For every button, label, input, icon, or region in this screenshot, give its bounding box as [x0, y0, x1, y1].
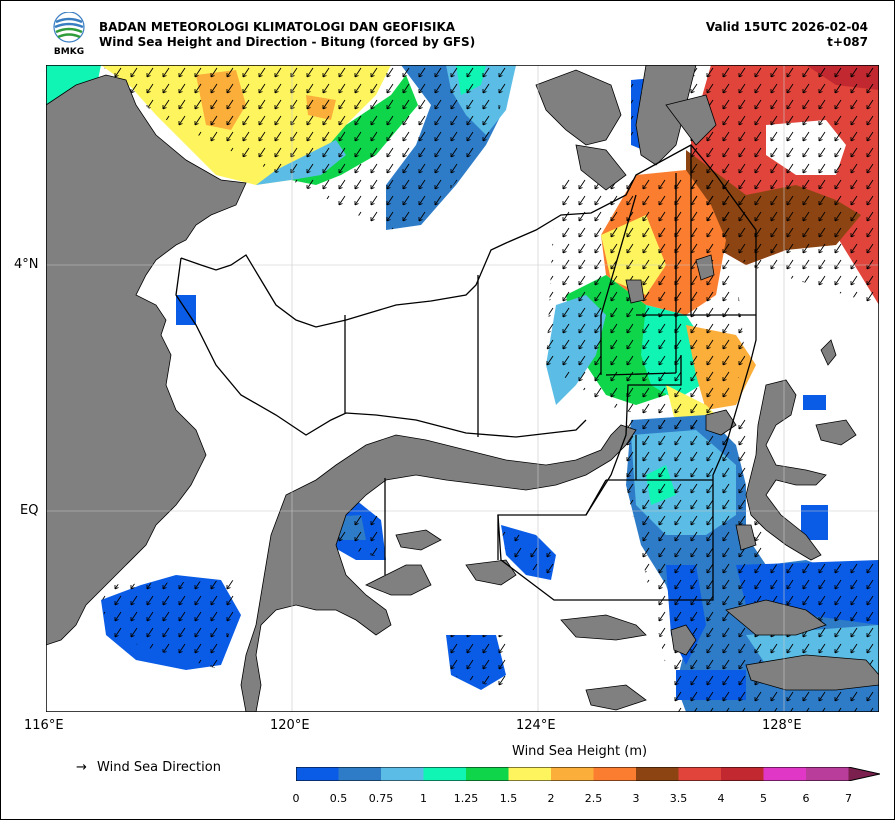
colorbar-segment — [423, 767, 467, 781]
map-subtitle: Wind Sea Height and Direction - Bitung (… — [99, 35, 476, 49]
colorbar-segment — [678, 767, 722, 781]
forecast-step: t+087 — [827, 35, 868, 49]
colorbar-tick-label: 2.5 — [584, 792, 603, 805]
direction-legend: → Wind Sea Direction — [76, 760, 221, 775]
colorbar-segment — [551, 767, 594, 781]
colorbar-tick-label: 7 — [845, 792, 852, 805]
header-left: BADAN METEOROLOGI KLIMATOLOGI DAN GEOFIS… — [99, 20, 475, 50]
colorbar-tick-label: 1 — [420, 792, 427, 805]
colorbar-tick-label: 6 — [802, 792, 810, 805]
valid-time: Valid 15UTC 2026-02-04 — [705, 20, 868, 34]
colorbar-segment — [381, 767, 424, 781]
colorbar-segment — [806, 767, 849, 781]
bmkg-logo: BMKG — [53, 12, 85, 56]
colorbar-tick-label: 4 — [717, 792, 725, 805]
colorbar-tick-label: 3.5 — [669, 792, 688, 805]
arrow-icon: → — [76, 760, 87, 775]
colorbar-tick-label: 0 — [292, 792, 300, 805]
colorbar-segment — [338, 767, 382, 781]
colorbar-title: Wind Sea Height (m) — [512, 744, 648, 759]
colorbar-segment — [636, 767, 679, 781]
colorbar-segment — [763, 767, 807, 781]
colorbar-tick-label: 1.5 — [499, 792, 518, 805]
org-title: BADAN METEOROLOGI KLIMATOLOGI DAN GEOFIS… — [99, 20, 456, 34]
colorbar-segment — [296, 767, 339, 781]
colorbar-tick-label: 3 — [632, 792, 640, 805]
lat-label-eq: EQ — [20, 503, 39, 518]
wave-map — [46, 65, 879, 712]
logo-text: BMKG — [54, 47, 84, 56]
header-right: Valid 15UTC 2026-02-04 t+087 — [706, 20, 868, 50]
colorbar-extend — [848, 767, 880, 781]
lon-label-116: 116°E — [24, 718, 64, 733]
colorbar-segment — [508, 767, 552, 781]
colorbar-tick-label: 0.75 — [368, 792, 394, 805]
colorbar-tick-label: 2 — [547, 792, 555, 805]
direction-label: Wind Sea Direction — [97, 760, 221, 775]
colorbar-tick-label: 0.5 — [329, 792, 348, 805]
colorbar-segment — [593, 767, 637, 781]
colorbar-tick-label: 5 — [760, 792, 767, 805]
lon-label-128: 128°E — [762, 718, 802, 733]
grid — [46, 65, 879, 712]
zone-boundaries — [175, 144, 757, 601]
lon-label-124: 124°E — [516, 718, 556, 733]
colorbar-segment — [466, 767, 509, 781]
colorbar — [296, 767, 880, 781]
lat-label-4n: 4°N — [14, 257, 39, 272]
colorbar-segment — [721, 767, 764, 781]
lon-label-120: 120°E — [270, 718, 310, 733]
colorbar-tick-label: 1.25 — [453, 792, 479, 805]
land — [46, 65, 879, 712]
